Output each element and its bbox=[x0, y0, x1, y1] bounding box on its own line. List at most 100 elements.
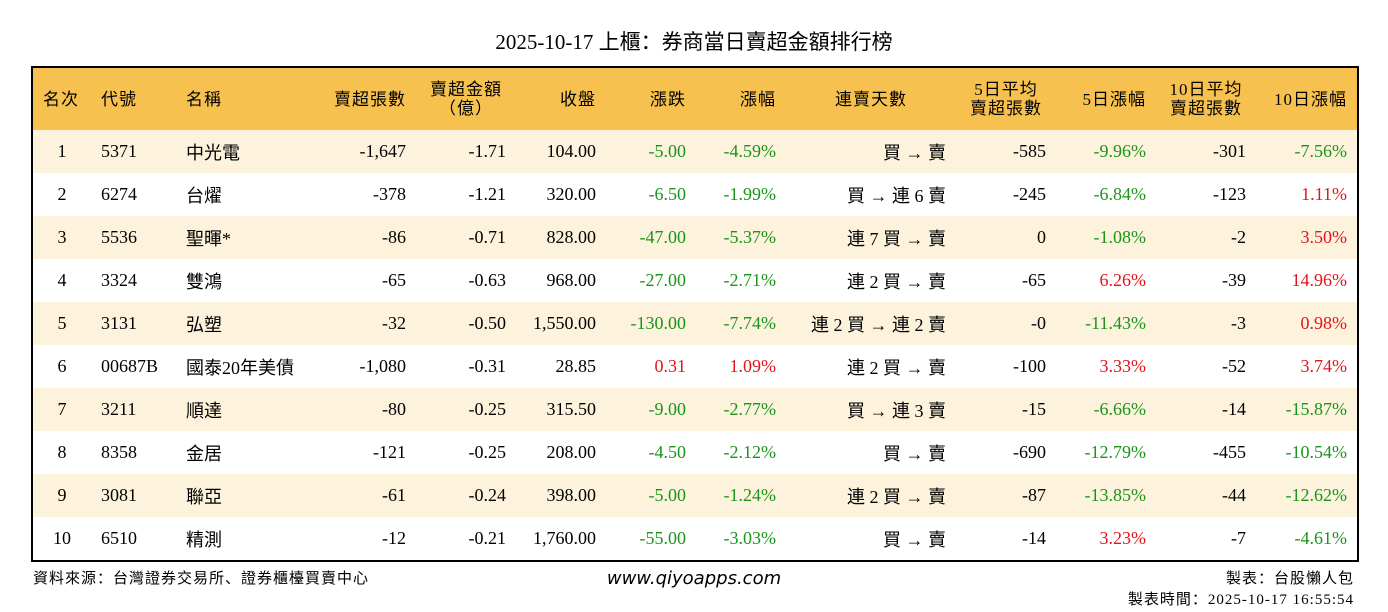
column-header: 5日平均 賣超張數 bbox=[956, 67, 1056, 130]
table-cell: -10.54% bbox=[1285, 442, 1348, 462]
table-cell: 968.00 bbox=[546, 270, 597, 290]
table-cell: -0.71 bbox=[468, 227, 507, 247]
table-row: 7 3211 順達 -80 -0.25 315.50 -9.00 -2.77% 買 → 連 3 … bbox=[32, 388, 1358, 431]
column-header: 收盤 bbox=[560, 89, 596, 109]
table-cell: 398.00 bbox=[546, 485, 597, 505]
table-cell: -87 bbox=[1022, 485, 1046, 505]
table-cell: 1.09% bbox=[729, 356, 777, 376]
table-cell: -6.84% bbox=[1093, 184, 1147, 204]
table-cell: 買 → 連 3 賣 bbox=[847, 400, 946, 421]
table-cell: -55.00 bbox=[639, 528, 687, 548]
table-cell: 8 bbox=[57, 442, 67, 462]
table-cell: 6.26% bbox=[1099, 270, 1147, 290]
table-cell: 00687B bbox=[101, 356, 159, 376]
table-cell: -2.71% bbox=[723, 270, 777, 290]
header-line: 賣超張數 bbox=[1170, 99, 1242, 118]
table-cell: 6 bbox=[57, 356, 67, 376]
table-cell: 連 2 買 → 賣 bbox=[847, 357, 946, 378]
table-cell: -0.21 bbox=[468, 528, 507, 548]
table-cell: 買 → 連 6 賣 bbox=[847, 185, 946, 206]
table-cell: 國泰20年美債 bbox=[186, 357, 294, 378]
header-line: （億） bbox=[439, 99, 493, 118]
table-cell: 828.00 bbox=[546, 227, 597, 247]
table-cell: -0.50 bbox=[468, 313, 507, 333]
table-cell: 5536 bbox=[101, 227, 137, 247]
table-cell: -1.24% bbox=[723, 485, 777, 505]
table-cell: 聯亞 bbox=[186, 486, 222, 507]
table-cell: -378 bbox=[373, 184, 406, 204]
table-cell: -32 bbox=[382, 313, 406, 333]
table-cell: -0.24 bbox=[468, 485, 507, 505]
table-cell: -12.62% bbox=[1285, 485, 1348, 505]
site-url: www.qiyoapps.com bbox=[606, 568, 782, 589]
table-cell: -27.00 bbox=[639, 270, 687, 290]
table-cell: 6274 bbox=[101, 184, 137, 204]
table-row: 4 3324 雙鴻 -65 -0.63 968.00 -27.00 -2.71% 連 2 買 →… bbox=[32, 259, 1358, 302]
table-cell: -13.85% bbox=[1084, 485, 1147, 505]
table-cell: -9.96% bbox=[1093, 141, 1147, 161]
table-cell: -4.50 bbox=[648, 442, 687, 462]
table-body: 1 5371 中光電 -1,647 -1.71 104.00 -5.00 -4.59% 買 → … bbox=[32, 130, 1358, 561]
table-cell: 買 → 賣 bbox=[883, 142, 946, 163]
column-header: 10日漲幅 bbox=[1274, 89, 1347, 109]
table-cell: -1,080 bbox=[359, 356, 407, 376]
table-cell: 320.00 bbox=[546, 184, 597, 204]
table-cell: 28.85 bbox=[555, 356, 597, 376]
table-cell: -0.63 bbox=[468, 270, 507, 290]
table-cell: 1.11% bbox=[1301, 184, 1347, 204]
table-cell: -0.31 bbox=[468, 356, 507, 376]
table-cell: -0 bbox=[1031, 313, 1046, 333]
table-cell: -6.50 bbox=[648, 184, 687, 204]
table-cell: 6510 bbox=[101, 528, 137, 548]
page-title: 2025-10-17 上櫃：券商當日賣超金額排行榜 bbox=[495, 30, 893, 54]
column-header: 漲幅 bbox=[740, 89, 776, 109]
table-cell: 買 → 賣 bbox=[883, 443, 946, 464]
table-cell: 3.33% bbox=[1099, 356, 1147, 376]
table-cell: -5.37% bbox=[723, 227, 777, 247]
table-cell: 連 7 買 → 賣 bbox=[847, 228, 946, 249]
table-cell: -2 bbox=[1231, 227, 1246, 247]
table-cell: -86 bbox=[382, 227, 406, 247]
table-cell: -44 bbox=[1222, 485, 1246, 505]
table-cell: -1,647 bbox=[359, 141, 407, 161]
table-cell: 3081 bbox=[101, 485, 137, 505]
table-row: 8 8358 金居 -121 -0.25 208.00 -4.50 -2.12% 買 → 賣 -6… bbox=[32, 431, 1358, 474]
table-cell: -4.59% bbox=[723, 141, 777, 161]
source-note: 資料來源：台灣證券交易所、證券櫃檯買賣中心 bbox=[33, 571, 370, 587]
table-cell: 208.00 bbox=[546, 442, 597, 462]
table-cell: 3324 bbox=[101, 270, 137, 290]
table-cell: 7 bbox=[57, 399, 67, 419]
table-cell: -12.79% bbox=[1084, 442, 1147, 462]
table-cell: -690 bbox=[1013, 442, 1046, 462]
column-header: 代號 bbox=[101, 89, 137, 109]
table-cell: 8358 bbox=[101, 442, 137, 462]
table-cell: -0.25 bbox=[468, 399, 507, 419]
column-header: 10日平均 賣超張數 bbox=[1156, 67, 1256, 130]
table-cell: -2.77% bbox=[723, 399, 777, 419]
table-cell: -3 bbox=[1231, 313, 1246, 333]
column-header: 連賣天數 bbox=[835, 89, 907, 109]
table-cell: 9 bbox=[57, 485, 67, 505]
table-cell: 金居 bbox=[186, 443, 222, 464]
table-cell: -5.00 bbox=[648, 485, 687, 505]
table-row: 1 5371 中光電 -1,647 -1.71 104.00 -5.00 -4.59% 買 → … bbox=[32, 130, 1358, 173]
table-cell: -14 bbox=[1222, 399, 1246, 419]
table-cell: 1,550.00 bbox=[533, 313, 596, 333]
table-cell: -7.74% bbox=[723, 313, 777, 333]
table-cell: -65 bbox=[382, 270, 406, 290]
table-cell: -0.25 bbox=[468, 442, 507, 462]
table-cell: -9.00 bbox=[648, 399, 687, 419]
column-header: 賣超張數 bbox=[334, 89, 406, 109]
table-cell: 雙鴻 bbox=[186, 271, 222, 292]
table-cell: 1,760.00 bbox=[533, 528, 596, 548]
column-header: 名稱 bbox=[186, 89, 222, 109]
table-cell: 弘塑 bbox=[186, 314, 222, 335]
table-cell: -100 bbox=[1013, 356, 1046, 376]
table-cell: 買 → 賣 bbox=[883, 529, 946, 550]
table-cell: 5 bbox=[57, 313, 67, 333]
table-cell: -585 bbox=[1013, 141, 1046, 161]
table-cell: 104.00 bbox=[546, 141, 597, 161]
table-cell: 315.50 bbox=[546, 399, 597, 419]
table-cell: 3.50% bbox=[1300, 227, 1348, 247]
